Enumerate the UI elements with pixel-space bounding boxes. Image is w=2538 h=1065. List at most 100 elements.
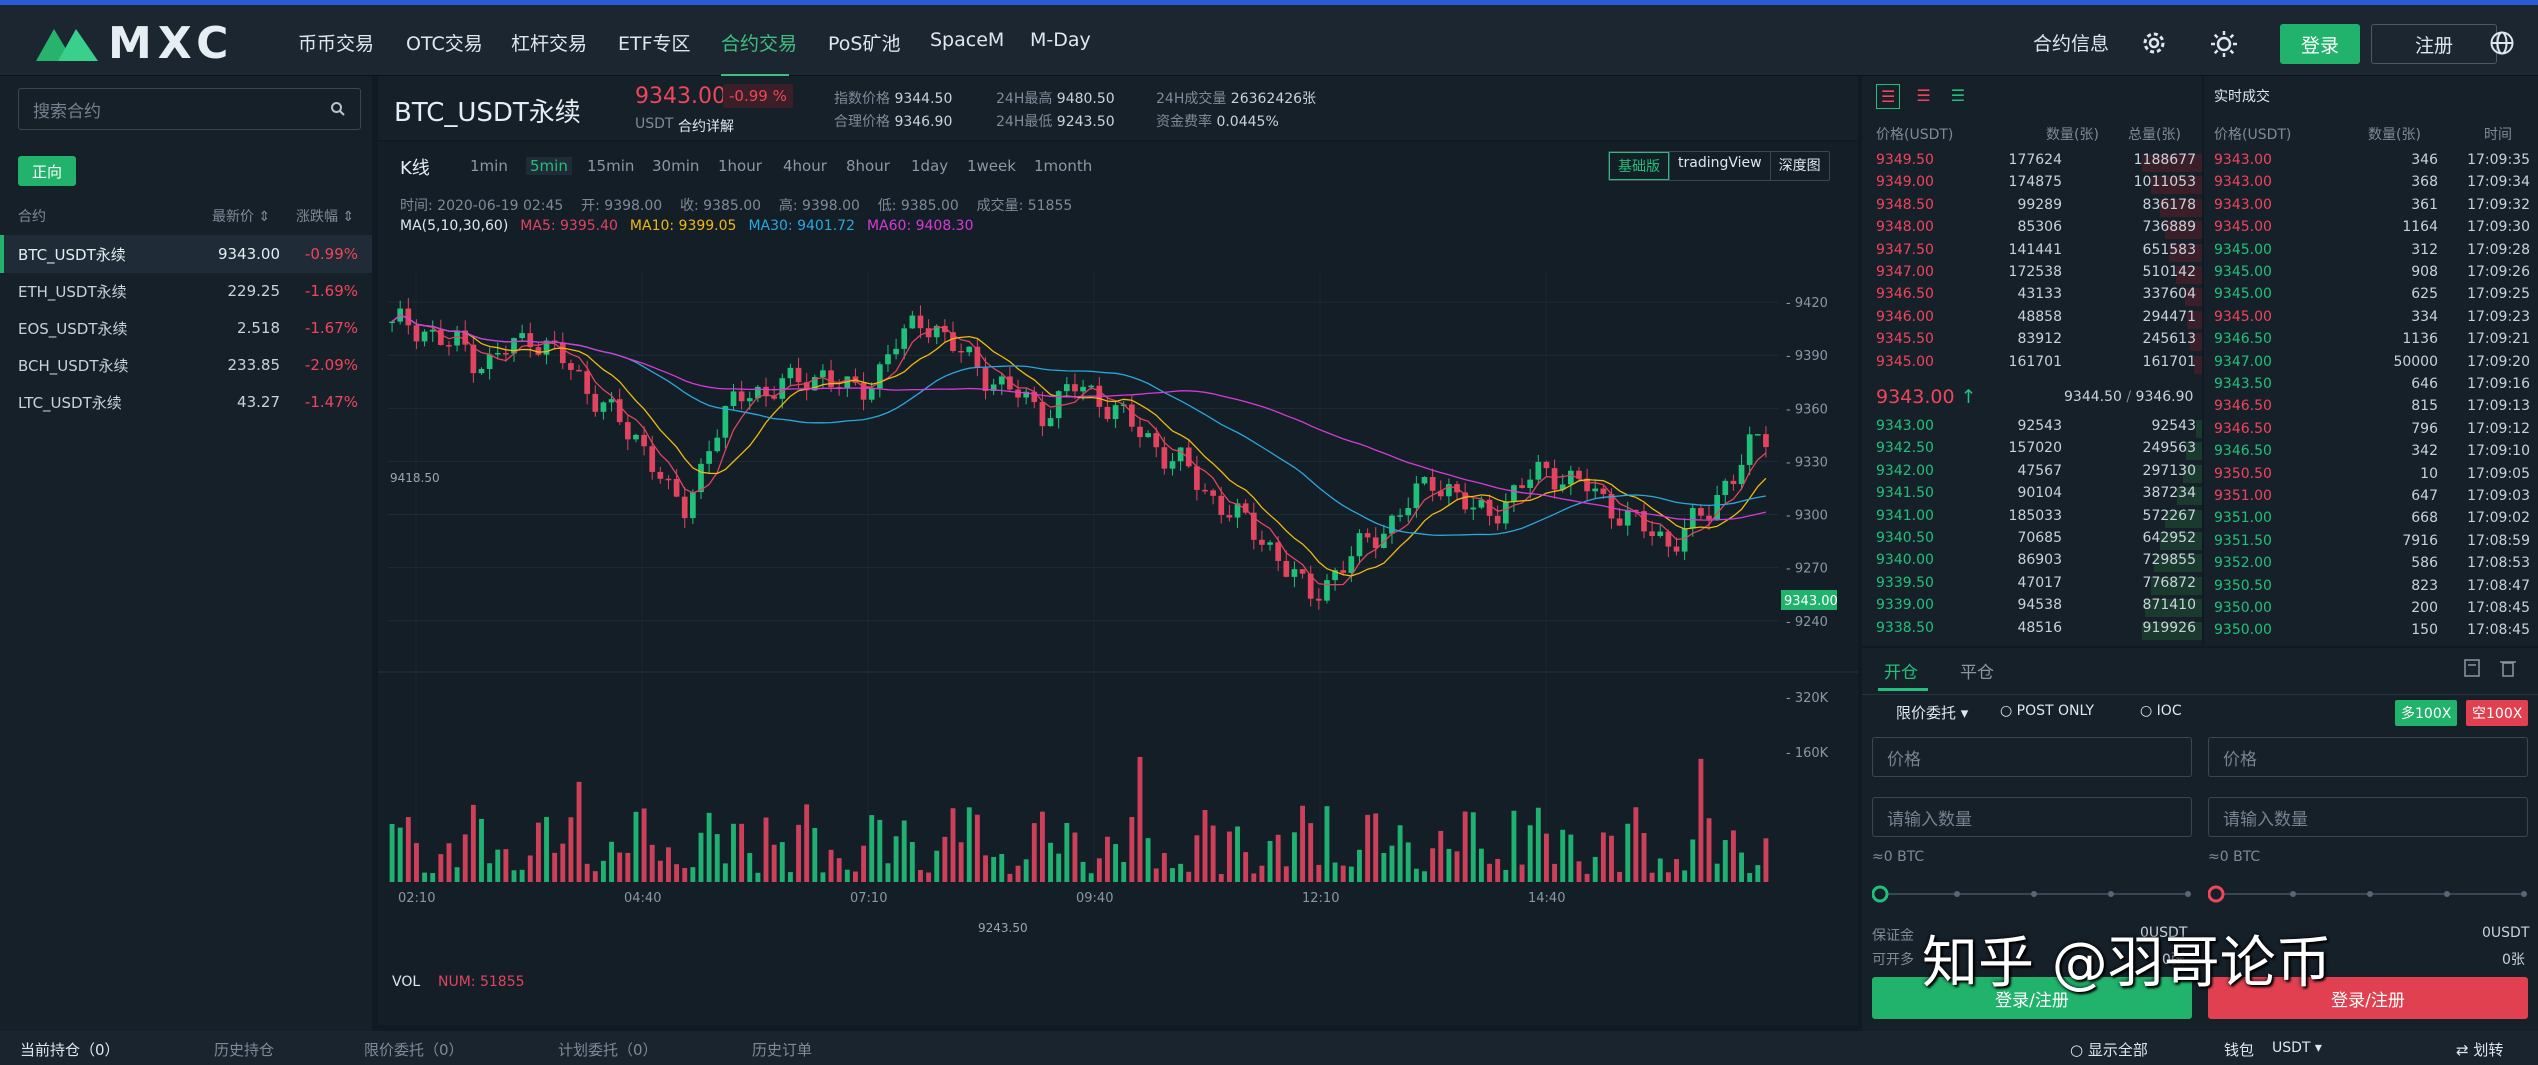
book-row[interactable]: 9342.00 47567 297130 [1862, 463, 2202, 485]
interval-1month[interactable]: 1month [1034, 157, 1093, 175]
long-percent-slider[interactable] [1872, 884, 2194, 904]
tab-positions[interactable]: 当前持仓（0） [20, 1041, 120, 1059]
book-view-bids-icon[interactable]: ☰ [1950, 86, 1966, 105]
post-only-radio[interactable]: ○ POST ONLY [2000, 703, 2094, 719]
view-tradingview[interactable]: tradingView [1669, 152, 1770, 180]
nav-otc[interactable]: OTC交易 [406, 33, 483, 55]
price-axis: - 9420 - 9390 - 9360 - 9330 - 9300 - 9270 - 92… [1786, 296, 1829, 761]
search-input[interactable]: 搜索合约 [18, 88, 361, 130]
forward-mode-button[interactable]: 正向 [18, 156, 76, 186]
interval-30min[interactable]: 30min [652, 157, 700, 175]
book-row[interactable]: 9338.50 48516 919926 [1862, 620, 2202, 642]
book-row[interactable]: 9345.50 83912 245613 [1862, 331, 2202, 353]
book-row[interactable]: 9348.00 85306 736889 [1862, 219, 2202, 241]
long-price-input[interactable]: 价格 [1872, 737, 2192, 777]
book-row[interactable]: 9340.00 86903 729855 [1862, 552, 2202, 574]
gear-icon[interactable] [2141, 30, 2167, 56]
trade-price: 9346.50 [2214, 420, 2272, 437]
book-row[interactable]: 9349.00 174875 1011053 [1862, 174, 2202, 196]
calculator-icon[interactable] [2462, 658, 2482, 678]
book-row[interactable]: 9339.00 94538 871410 [1862, 597, 2202, 619]
depth-bar [2160, 532, 2202, 550]
col-change[interactable]: 涨跌幅 ⇕ [296, 206, 354, 226]
book-row[interactable]: 9343.00 92543 92543 [1862, 418, 2202, 440]
candle-body [1291, 569, 1298, 577]
interval-5min[interactable]: 5min [526, 157, 572, 175]
nav-spacem[interactable]: SpaceM [930, 29, 1005, 51]
book-row[interactable]: 9348.50 99289 836178 [1862, 197, 2202, 219]
short-percent-slider[interactable] [2208, 884, 2530, 904]
book-row[interactable]: 9341.00 185033 572267 [1862, 508, 2202, 530]
volume-bar [950, 808, 956, 882]
login-button[interactable]: 登录 [2280, 24, 2360, 64]
contract-row[interactable]: ETH_USDT永续 229.25 -1.69% [0, 272, 372, 310]
book-row[interactable]: 9339.50 47017 776872 [1862, 575, 2202, 597]
sun-icon[interactable] [2210, 30, 2238, 58]
book-row[interactable]: 9346.50 43133 337604 [1862, 286, 2202, 308]
book-row[interactable]: 9349.50 177624 1188677 [1862, 152, 2202, 174]
tab-plan-orders[interactable]: 计划委托（0） [558, 1041, 658, 1059]
interval-15min[interactable]: 15min [587, 157, 635, 175]
book-qty: 157020 [2008, 440, 2062, 457]
interval-4hour[interactable]: 4hour [783, 157, 827, 175]
contract-row[interactable]: BCH_USDT永续 233.85 -2.09% [0, 346, 372, 384]
show-all-checkbox[interactable]: ○ 显示全部 [2070, 1039, 2148, 1060]
order-type-select[interactable]: 限价委托 ▾ [1896, 702, 1968, 723]
last-price: 9343.00 [635, 84, 726, 109]
interval-8hour[interactable]: 8hour [846, 157, 890, 175]
register-button[interactable]: 注册 [2371, 24, 2497, 64]
view-basic[interactable]: 基础版 [1609, 152, 1669, 180]
contract-row[interactable]: BTC_USDT永续 9343.00 -0.99% [0, 235, 372, 273]
book-view-asks-icon[interactable]: ☰ [1916, 86, 1931, 105]
interval-1hour[interactable]: 1hour [718, 157, 762, 175]
globe-icon[interactable] [2489, 30, 2515, 56]
book-row[interactable]: 9342.50 157020 249563 [1862, 440, 2202, 462]
nav-etf[interactable]: ETF专区 [618, 33, 691, 55]
tab-open[interactable]: 开仓 [1884, 663, 1918, 683]
transfer-button[interactable]: ⇄ 划转 [2456, 1039, 2503, 1060]
trade-row: 9345.00 908 17:09:26 [2204, 264, 2538, 286]
book-row[interactable]: 9347.50 141441 651583 [1862, 242, 2202, 264]
trade-row: 9350.00 200 17:08:45 [2204, 600, 2538, 622]
volume-bar [731, 823, 736, 882]
tab-history-orders[interactable]: 历史订单 [752, 1041, 813, 1059]
book-row[interactable]: 9345.00 161701 161701 [1862, 354, 2202, 376]
tab-close[interactable]: 平仓 [1960, 663, 1994, 683]
long-leverage-button[interactable]: 多100X [2395, 700, 2458, 726]
contract-row[interactable]: LTC_USDT永续 43.27 -1.47% [0, 383, 372, 421]
short-login-button[interactable]: 登录/注册 [2208, 977, 2528, 1019]
contract-row[interactable]: EOS_USDT永续 2.518 -1.67% [0, 309, 372, 347]
contract-detail-link[interactable]: 合约详解 [678, 119, 734, 135]
candle-body [1559, 484, 1566, 490]
book-row[interactable]: 9340.50 70685 642952 [1862, 530, 2202, 552]
view-depth[interactable]: 深度图 [1769, 152, 1829, 180]
short-qty-input[interactable]: 请输入数量 [2208, 797, 2528, 837]
book-view-both-icon[interactable]: ☰ [1876, 84, 1901, 109]
interval-1week[interactable]: 1week [967, 157, 1016, 175]
wallet-currency-select[interactable]: USDT ▾ [2272, 1040, 2322, 1056]
interval-1min[interactable]: 1min [470, 157, 508, 175]
nav-contract[interactable]: 合约交易 [721, 33, 798, 55]
book-row[interactable]: 9341.50 90104 387234 [1862, 485, 2202, 507]
tab-limit-orders[interactable]: 限价委托（0） [364, 1041, 464, 1059]
col-latest-price[interactable]: 最新价 ⇕ [212, 206, 270, 226]
short-leverage-button[interactable]: 空100X [2466, 700, 2529, 726]
interval-1day[interactable]: 1day [911, 157, 949, 175]
book-row[interactable]: 9346.00 48858 294471 [1862, 309, 2202, 331]
long-qty-input[interactable]: 请输入数量 [1872, 797, 2192, 837]
book-row[interactable]: 9347.00 172538 510142 [1862, 264, 2202, 286]
candle-body [1210, 490, 1216, 496]
kline-chart[interactable]: - 9420 - 9390 - 9360 - 9330 - 9300 - 9270 - 92… [378, 242, 1858, 1025]
nav-margin[interactable]: 杠杆交易 [511, 33, 588, 55]
contract-info-link[interactable]: 合约信息 [2033, 33, 2110, 55]
nav-mday[interactable]: M-Day [1030, 29, 1091, 51]
volume-bar [544, 817, 549, 882]
ioc-radio[interactable]: ○ IOC [2140, 703, 2182, 719]
nav-pos[interactable]: PoS矿池 [828, 33, 901, 55]
logo[interactable]: MXC [36, 18, 234, 69]
nav-spot[interactable]: 币币交易 [298, 33, 375, 55]
trash-icon[interactable] [2498, 658, 2518, 678]
tab-history-positions[interactable]: 历史持仓 [214, 1041, 275, 1059]
long-login-button[interactable]: 登录/注册 [1872, 977, 2192, 1019]
short-price-input[interactable]: 价格 [2208, 737, 2528, 777]
